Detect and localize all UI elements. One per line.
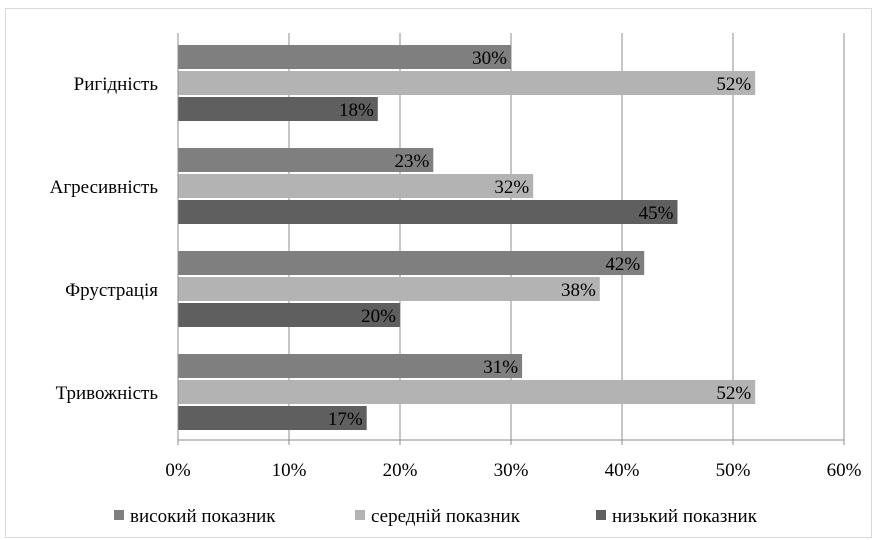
legend-swatch [355,510,365,520]
data-label: 23% [394,151,429,172]
legend-label: низький показник [612,506,758,527]
legend-swatch [114,510,124,520]
data-label: 30% [472,48,507,69]
bar [178,97,378,121]
legend-label: високий показник [130,506,276,527]
category-label: Ригідність [74,74,159,95]
x-tick-label: 0% [165,460,191,481]
bar [178,406,367,430]
data-labels: 30% 52% 18% 23% 32% 45% 42% 38% 20% 31% 52% 17% [328,48,752,430]
data-label: 52% [716,74,751,95]
bars [178,45,756,430]
bar [178,71,756,95]
data-label: 38% [561,280,596,301]
category-label: Агресивність [50,177,159,198]
category-label: Тривожність [56,383,159,404]
data-label: 18% [339,100,374,121]
bar [178,45,511,69]
x-tick-label: 40% [605,460,640,481]
legend-swatch [596,510,606,520]
x-tick-label: 30% [494,460,529,481]
category-labels: Ригідність Агресивність Фрустрація Тривожні… [50,74,159,404]
data-label: 32% [494,177,529,198]
data-label: 17% [328,409,363,430]
category-label: Фрустрація [65,280,158,301]
data-label: 31% [483,357,518,378]
data-label: 52% [716,383,751,404]
bar [178,251,645,275]
x-tick-label: 60% [827,460,862,481]
data-label: 20% [361,306,396,327]
bar [178,380,756,404]
legend-label: середній показник [371,506,521,527]
bar [178,303,400,327]
bar [178,200,678,224]
x-tick-label: 50% [716,460,751,481]
x-tick-labels: 0% 10% 20% 30% 40% 50% 60% [165,460,861,481]
data-label: 45% [639,203,674,224]
bar [178,148,434,172]
axes [177,33,845,445]
x-tick-label: 20% [383,460,418,481]
data-label: 42% [605,254,640,275]
x-tick-label: 10% [272,460,307,481]
bar [178,174,534,198]
bar [178,354,523,378]
legend: високий показник середній показник низький… [114,506,758,527]
bar [178,277,600,301]
